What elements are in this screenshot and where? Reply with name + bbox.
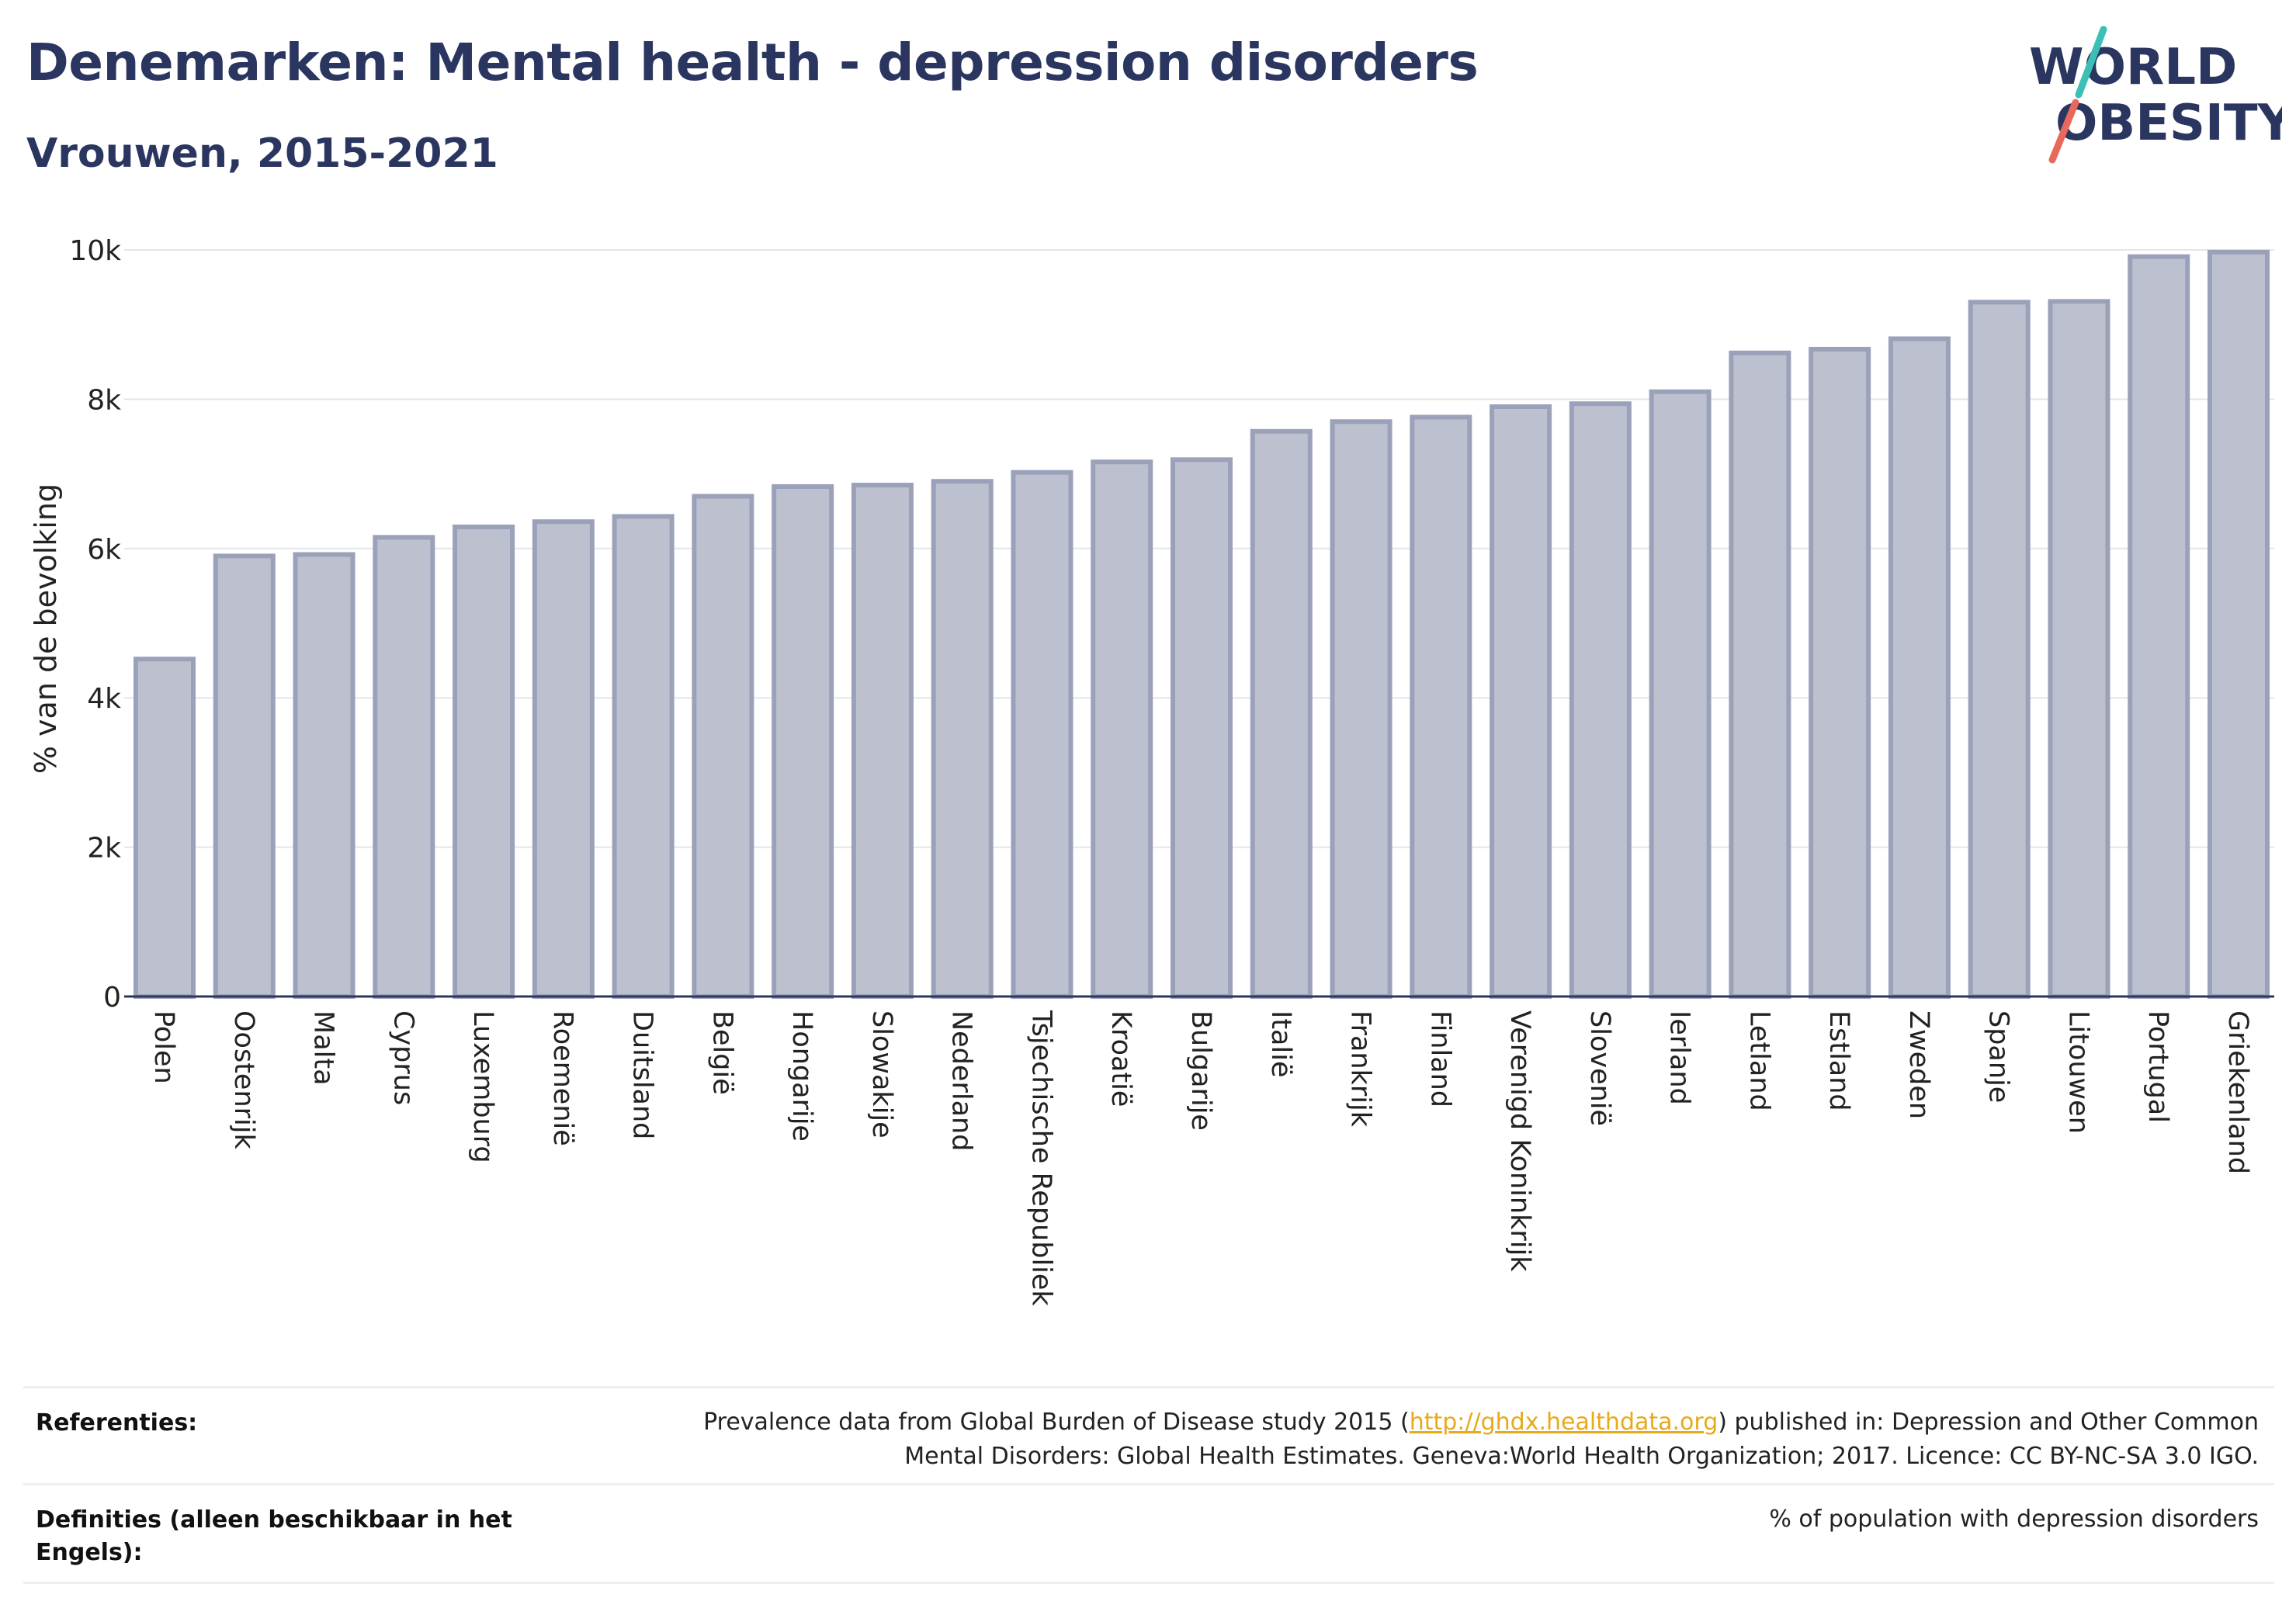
x-tick-label: Cyprus [387, 1010, 418, 1105]
x-tick-label: Verenigd Koninkrijk [1504, 1010, 1535, 1272]
x-tick-label: Estland [1823, 1010, 1854, 1111]
y-tick-label: 0 [103, 982, 121, 1014]
x-tick-labels: Polen Oostenrijk Malta Cyprus Luxemburg Roeme… [148, 1010, 2253, 1306]
bar[interactable] [213, 553, 276, 999]
x-tick-label: Oostenrijk [228, 1010, 259, 1149]
bar[interactable] [1490, 404, 1552, 999]
chart-title: Denemarken: Mental health - depression d… [26, 33, 1479, 92]
references-text-after: ) published in: Depression and Other Com… [1718, 1409, 2259, 1436]
x-tick-label: Malta [308, 1010, 339, 1086]
x-tick-label: Ierland [1664, 1010, 1695, 1105]
y-tick-label: 4k [87, 683, 121, 715]
x-tick-label: Roemenië [547, 1010, 578, 1146]
bars [134, 249, 2270, 1000]
logo-line2: OBESITY [2055, 95, 2282, 152]
x-tick-label: Duitsland [627, 1010, 658, 1139]
definitions-label: Definities (alleen beschikbaar in het En… [36, 1506, 512, 1566]
x-tick-label: Litouwen [2062, 1010, 2093, 1134]
references-label: Referenties: [36, 1409, 198, 1437]
bar[interactable] [373, 535, 435, 999]
x-tick-label: Slovenië [1584, 1010, 1615, 1126]
chart-subtitle: Vrouwen, 2015-2021 [26, 130, 498, 177]
logo-teal-slash [2075, 26, 2107, 99]
bar[interactable] [134, 657, 196, 1000]
x-tick-label: Letland [1743, 1010, 1774, 1111]
y-tick-labels: 0 2k 4k 6k 8k 10k [69, 235, 121, 1014]
references-link[interactable]: http://ghdx.healthdata.org [1409, 1409, 1719, 1436]
bar[interactable] [931, 479, 994, 999]
x-tick-label: Portugal [2142, 1010, 2173, 1123]
references-row: Referenties: Prevalence data from Global… [23, 1386, 2274, 1483]
y-tick-label: 6k [87, 534, 121, 566]
bar[interactable] [1569, 401, 1632, 999]
bar[interactable] [1330, 419, 1393, 999]
x-tick-label: Kroatië [1105, 1010, 1136, 1107]
bar[interactable] [1649, 389, 1712, 999]
x-tick-label: Griekenland [2222, 1010, 2253, 1174]
x-tick-label: Finland [1424, 1010, 1455, 1107]
references-bottom-border [23, 1582, 2274, 1585]
bar[interactable] [1729, 350, 1791, 1000]
definitions-row: Definities (alleen beschikbaar in het En… [23, 1483, 2274, 1582]
bar[interactable] [2208, 249, 2270, 999]
logo-coral-slash [2048, 99, 2079, 164]
x-tick-label: Italië [1265, 1010, 1296, 1077]
y-tick-label: 10k [69, 235, 121, 267]
x-tick-label: Hongarije [786, 1010, 817, 1142]
bar[interactable] [1171, 457, 1233, 999]
bar[interactable] [453, 524, 515, 999]
references-table: Referenties: Prevalence data from Global… [23, 1386, 2274, 1585]
bar[interactable] [1011, 470, 1073, 999]
bar[interactable] [1250, 428, 1313, 999]
bar[interactable] [293, 552, 355, 999]
y-tick-label: 8k [87, 384, 121, 416]
x-tick-label: België [706, 1010, 737, 1095]
bar[interactable] [612, 514, 675, 999]
x-tick-label: Frankrijk [1345, 1010, 1376, 1128]
x-tick-label: Nederland [946, 1010, 977, 1151]
bar[interactable] [772, 483, 834, 999]
x-tick-label: Slowakije [866, 1010, 897, 1139]
references-text-before: Prevalence data from Global Burden of Di… [703, 1409, 1410, 1436]
world-obesity-logo: WORLD OBESITY [2029, 26, 2282, 164]
x-tick-label: Luxemburg [467, 1010, 498, 1163]
logo-line1: WORLD [2029, 39, 2237, 96]
bar[interactable] [692, 494, 754, 999]
bar[interactable] [1091, 459, 1153, 999]
x-tick-label: Spanje [1983, 1010, 2014, 1103]
bar[interactable] [851, 483, 914, 999]
bar[interactable] [1410, 414, 1472, 999]
bar-chart: 0 2k 4k 6k 8k 10k Polen Oostenrijk Malta Cyprus L… [29, 235, 2274, 1306]
references-text-line2: Mental Disorders: Global Health Estimate… [904, 1443, 2259, 1470]
bar[interactable] [1809, 346, 1871, 1000]
bar[interactable] [2128, 254, 2190, 999]
x-tick-label: Tsjechische Republiek [1025, 1010, 1056, 1306]
x-tick-label: Bulgarije [1185, 1010, 1216, 1131]
references-text: Prevalence data from Global Burden of Di… [629, 1405, 2259, 1474]
bar[interactable] [2048, 299, 2110, 999]
definitions-text: % of population with depression disorder… [1769, 1506, 2259, 1533]
x-tick-label: Polen [148, 1010, 179, 1084]
y-tick-label: 2k [87, 833, 121, 865]
bar[interactable] [532, 519, 595, 999]
bar[interactable] [1968, 300, 2031, 999]
bar[interactable] [1888, 336, 1951, 999]
y-axis-label: % van de bevolking [29, 483, 63, 774]
x-tick-label: Zweden [1903, 1010, 1934, 1119]
